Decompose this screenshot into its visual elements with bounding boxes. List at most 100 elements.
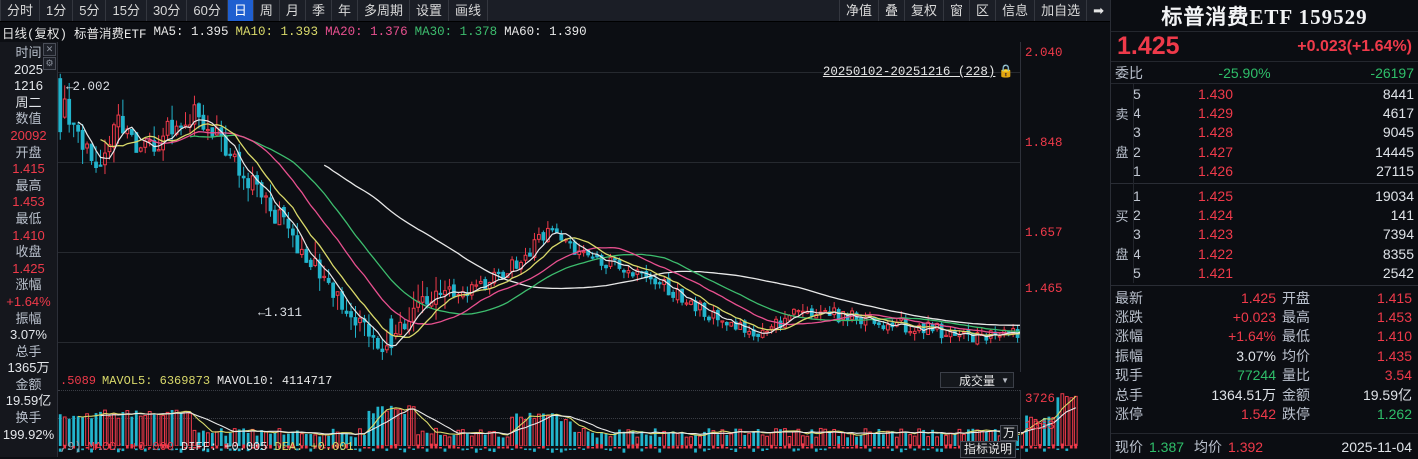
macd-histogram-svg: [58, 443, 1078, 453]
datapanel-value-4-0: 1.410: [12, 227, 45, 243]
indicator-help-button[interactable]: 指标说明: [959, 441, 1016, 458]
datapanel-value-3-0: 1.453: [12, 194, 45, 210]
stat-row-1: 涨跌 +0.023 最高 1.453: [1111, 307, 1418, 326]
bid-side: 买: [1115, 208, 1129, 224]
period-button-6[interactable]: 日: [227, 0, 254, 21]
date-range-label[interactable]: 20250102-20251216 (228) 🔒: [822, 65, 1014, 79]
datapanel-label-5: 收盘: [15, 244, 42, 260]
readout-item-4: MA60: 1.390: [504, 25, 587, 39]
stat-key-a: 最新: [1115, 289, 1143, 306]
ask-index: 1: [1133, 163, 1141, 180]
volume-axis: 3726 1863: [1020, 390, 1110, 459]
order-imbalance-row: 委比 -25.90% -26197: [1111, 62, 1418, 84]
bid-index: 2: [1133, 207, 1141, 224]
period-button-9[interactable]: 季: [306, 0, 332, 21]
gear-icon[interactable]: ⚙: [43, 57, 56, 70]
toolbar-action-3[interactable]: 窗: [944, 0, 971, 21]
ask-row-0[interactable]: 5 1.430 8441: [1111, 84, 1418, 103]
ask-price: 1.428: [1197, 124, 1234, 141]
bid-row-3[interactable]: 盘 4 1.422 8355: [1111, 244, 1418, 263]
bid-index: 1: [1133, 187, 1141, 204]
period-button-7[interactable]: 周: [254, 0, 280, 21]
period-button-2[interactable]: 5分: [73, 0, 107, 21]
stat-key-b: 均价: [1282, 347, 1310, 364]
lock-icon[interactable]: 🔒: [998, 65, 1014, 79]
ask-index: 2: [1133, 143, 1141, 160]
price-plot[interactable]: [58, 42, 1020, 372]
indicator-selector[interactable]: 成交量 ▼: [940, 372, 1014, 388]
stat-value-b: 3.54: [1384, 367, 1412, 384]
toolbar-action-0[interactable]: 净值: [838, 0, 879, 21]
ask-index: 4: [1133, 105, 1141, 122]
ask-row-3[interactable]: 盘 2 1.427 14445: [1111, 142, 1418, 161]
toolbar-action-5[interactable]: 信息: [996, 0, 1036, 21]
footer-date: 2025-11-04: [1341, 438, 1412, 455]
bid-side: 盘: [1115, 247, 1129, 263]
datapanel-label-3: 最高: [15, 177, 42, 193]
order-book-divider: [1133, 84, 1134, 283]
bid-price: 1.424: [1197, 207, 1234, 224]
readout-item-2: DEA: +0.001: [274, 440, 354, 454]
readout-item-3: MA30: 1.378: [414, 25, 498, 39]
toolbar-action-6[interactable]: 加自选: [1035, 0, 1088, 21]
volume-plot[interactable]: [58, 390, 1078, 446]
price-axis-tick: 2.040: [1025, 46, 1063, 60]
bid-volume: 8355: [1382, 245, 1414, 262]
stat-key-a: 总手: [1115, 386, 1143, 403]
bid-row-0[interactable]: 1 1.425 19034: [1111, 186, 1418, 205]
period-button-12[interactable]: 设置: [410, 0, 449, 21]
period-button-13[interactable]: 画线: [449, 0, 489, 21]
period-button-4[interactable]: 30分: [147, 0, 188, 21]
stat-key-a: 涨停: [1115, 405, 1143, 422]
ask-row-1[interactable]: 卖 4 1.429 4617: [1111, 103, 1418, 122]
period-button-1[interactable]: 1分: [40, 0, 74, 21]
readout-item-0: MACD: +0.009: [87, 440, 175, 454]
period-button-8[interactable]: 月: [280, 0, 306, 21]
stat-value-a: 1364.51万: [1211, 386, 1276, 403]
toolbar-action-2[interactable]: 复权: [905, 0, 945, 21]
readout-item-0: MAVOL5: 6369873: [102, 374, 211, 388]
ask-row-4[interactable]: 1 1.426 27115: [1111, 162, 1418, 181]
toolbar-action-1[interactable]: 叠: [879, 0, 906, 21]
order-book-separator: [1111, 182, 1418, 184]
period-button-10[interactable]: 年: [332, 0, 358, 21]
readout-item-1: MA10: 1.393: [235, 25, 319, 39]
period-label: 日线(复权): [2, 27, 68, 42]
ma-summary-line: 日线(复权) 标普消费ETF MA5: 1.395 MA10: 1.393 MA20…: [0, 22, 1110, 42]
order-imbalance-pct: -25.90%: [1218, 64, 1271, 81]
order-imbalance-amount: -26197: [1370, 64, 1414, 81]
datapanel-label-4: 最低: [15, 210, 42, 226]
low-marker-annotation: ←1.311: [258, 306, 303, 320]
stat-value-a: 3.07%: [1236, 347, 1276, 364]
ask-row-2[interactable]: 3 1.428 9045: [1111, 123, 1418, 142]
bid-price: 1.425: [1197, 187, 1234, 204]
period-button-3[interactable]: 15分: [106, 0, 147, 21]
stat-value-b: 1.415: [1376, 289, 1412, 306]
period-button-11[interactable]: 多周期: [358, 0, 410, 21]
quote-footer: 现价 1.387 均价 1.392 2025-11-04: [1111, 433, 1418, 459]
close-icon[interactable]: ✕: [43, 43, 56, 56]
stat-value-a: +1.64%: [1228, 328, 1276, 345]
bid-row-1[interactable]: 买 2 1.424 141: [1111, 205, 1418, 224]
expand-panel-icon[interactable]: ➡: [1093, 2, 1104, 18]
period-button-0[interactable]: 分时: [0, 0, 41, 21]
bid-row-4[interactable]: 5 1.421 2542: [1111, 264, 1418, 283]
stats-separator: [1111, 284, 1418, 286]
readout-item-1: MAVOL10: 4114717: [217, 374, 333, 388]
toolbar-action-4[interactable]: 区: [970, 0, 997, 21]
datapanel-value-10-0: 199.92%: [2, 426, 55, 442]
stat-value-a: 1.425: [1240, 289, 1276, 306]
datapanel-label-9: 金额: [15, 376, 42, 392]
period-button-5[interactable]: 60分: [187, 0, 228, 21]
datapanel-value-9-0: 19.59亿: [5, 393, 52, 409]
price-axis-tick: 1.848: [1025, 136, 1063, 150]
chart-column: 分时 1分 5分 15分 30分 60分日周月季年多周期 设置 画线 净值叠复权窗区信息 加自选…: [0, 0, 1110, 459]
ask-side: 卖: [1115, 106, 1129, 122]
price-axis-tick: 1.465: [1025, 282, 1063, 296]
bid-row-2[interactable]: 3 1.423 7394: [1111, 225, 1418, 244]
ask-price: 1.426: [1197, 163, 1234, 180]
ask-price: 1.430: [1197, 85, 1234, 102]
chevron-down-icon[interactable]: ▼: [1001, 375, 1009, 385]
volume-axis-tick: 3726: [1025, 392, 1056, 406]
